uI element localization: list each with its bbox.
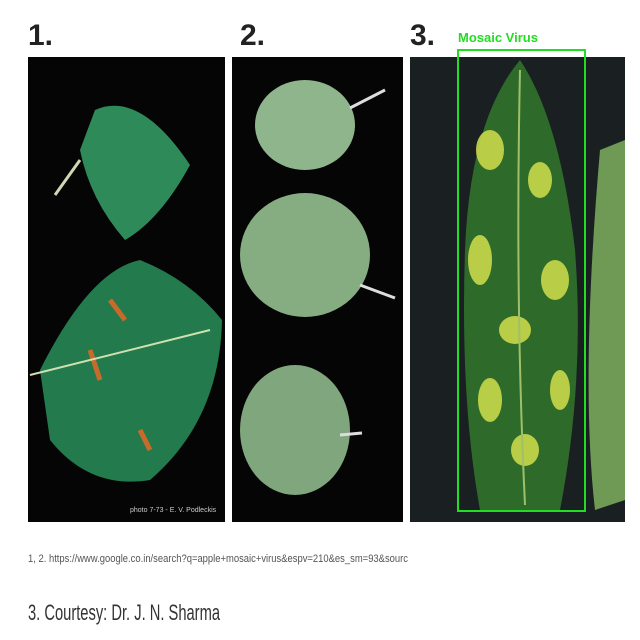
source-url: 1, 2. https://www.google.co.in/search?q=…: [28, 553, 408, 565]
photo-credit: photo 7-73 - E. V. Podleckis: [130, 507, 217, 514]
photo-panel-3: [410, 57, 625, 522]
photo-panel-2: [232, 57, 403, 522]
detection-label: Mosaic Virus: [458, 30, 538, 45]
panel-number: 3.: [410, 19, 435, 52]
panel-number: 1.: [28, 19, 53, 52]
detection-box: [457, 49, 586, 512]
courtesy: 3. Courtesy: Dr. J. N. Sharma: [28, 600, 221, 625]
panel-number: 2.: [240, 19, 265, 52]
photo-panel-1: photo 7-73 - E. V. Podleckis: [28, 57, 225, 522]
